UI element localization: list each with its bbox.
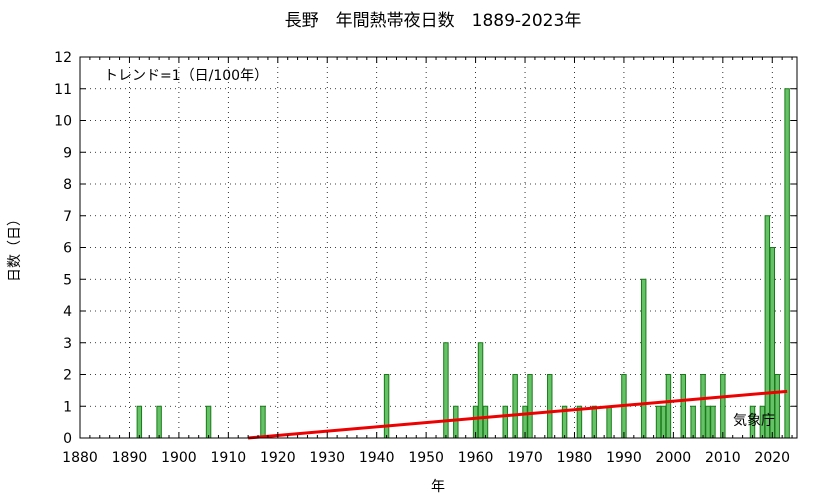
bar [700, 374, 706, 439]
x-tick-label: 2000 [656, 450, 692, 466]
x-tick-label: 1960 [458, 450, 494, 466]
y-tick-label: 11 [54, 82, 72, 98]
plot-frame [79, 56, 798, 439]
bar [443, 342, 449, 439]
x-tick-label: 1920 [260, 450, 296, 466]
y-tick-label: 12 [54, 50, 72, 66]
x-tick-label: 1900 [161, 450, 197, 466]
bar [606, 405, 612, 439]
bar [764, 215, 771, 439]
bars [136, 88, 790, 439]
bar [774, 374, 780, 439]
bar [260, 405, 266, 439]
trend-line [247, 389, 788, 440]
x-axis-label: 年 [431, 479, 445, 495]
x-tick-label: 1990 [606, 450, 642, 466]
x-tick-label: 1950 [408, 450, 444, 466]
bar [665, 374, 672, 439]
y-tick-label: 1 [63, 399, 72, 415]
bar [547, 374, 553, 439]
bar [156, 405, 162, 439]
y-tick-label: 5 [63, 272, 72, 288]
bar [705, 405, 711, 439]
y-tick-label: 6 [63, 241, 72, 257]
x-tick-labels: 1880 1890 1900 1910 1920 1930 1940 1950 1960 1970… [62, 450, 790, 466]
bar [660, 405, 667, 439]
bar [136, 405, 143, 439]
x-tick-label: 1940 [359, 450, 395, 466]
bar [482, 405, 489, 439]
bar [720, 374, 726, 439]
bar [680, 374, 686, 439]
trend [247, 389, 788, 440]
x-tick-label: 1910 [211, 450, 247, 466]
bar [784, 88, 790, 439]
trend-annotation: トレンド=1（日/100年） [104, 68, 268, 84]
bar [527, 374, 533, 439]
x-tick-label: 1890 [112, 450, 148, 466]
bar [710, 405, 716, 439]
bar [205, 405, 212, 439]
x-tick-label: 2020 [754, 450, 790, 466]
bar [477, 342, 484, 439]
bar [655, 405, 662, 439]
y-tick-label: 2 [63, 368, 72, 384]
source-label: 気象庁 [733, 413, 775, 429]
bar [502, 405, 508, 439]
y-tick-label: 10 [54, 114, 72, 130]
y-tick-label: 9 [63, 145, 72, 161]
bar [640, 278, 647, 439]
y-tick-label: 3 [63, 336, 72, 352]
bar [453, 405, 459, 439]
y-tick-label: 0 [63, 431, 72, 447]
bar [512, 374, 518, 439]
y-tick-label: 8 [63, 177, 72, 193]
x-tick-label: 2010 [705, 450, 741, 466]
bar [769, 247, 776, 439]
x-tick-label: 1880 [62, 450, 98, 466]
bar [591, 405, 597, 439]
y-axis-label: 日数（日） [7, 212, 23, 282]
chart-title: 長野 年間熱帯夜日数 1889-2023年 [285, 11, 582, 31]
x-tick-label: 1970 [507, 450, 543, 466]
x-tick-label: 1980 [557, 450, 593, 466]
grid [80, 57, 797, 438]
bar [383, 374, 390, 439]
y-tick-label: 7 [63, 209, 72, 225]
x-tick-label: 1930 [309, 450, 345, 466]
bar [576, 405, 583, 439]
bar [690, 405, 696, 439]
y-tick-label: 4 [63, 304, 72, 320]
ticks [79, 56, 797, 439]
